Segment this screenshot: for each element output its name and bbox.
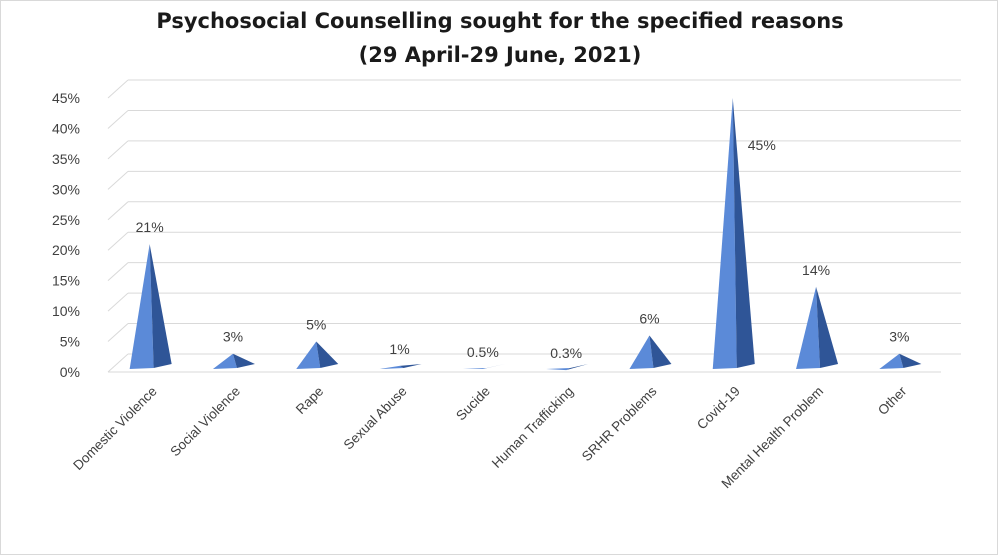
y-tick-label: 40% [52,120,80,136]
bar-face-right [399,364,422,368]
gridline-side [107,323,129,342]
bar-face-right [732,98,755,368]
gridline-side [107,140,129,160]
bar-face-right [232,353,255,368]
bar-face-right [899,353,922,368]
bar-face-left [712,98,737,369]
data-label: 14% [802,262,830,278]
chart-title: Psychosocial Counselling sought for the … [156,9,844,33]
gridline-side [107,231,129,251]
data-label: 5% [306,317,326,333]
bar [129,244,172,369]
y-tick-label: 15% [52,273,80,289]
category-label: Domestic Violence [70,384,159,473]
chart-subtitle: (29 April-29 June, 2021) [358,43,642,67]
y-tick-label: 30% [52,181,80,197]
bar-face-left [462,368,487,369]
category-label: Other [875,383,910,418]
y-tick-label: 5% [60,334,80,350]
category-label: Social Violence [167,384,243,460]
bar [296,341,339,369]
bar [879,353,922,369]
category-label: Sexual Abuse [341,384,410,453]
bar-face-right [316,341,339,368]
bar [796,286,839,369]
y-tick-label: 0% [60,364,80,380]
bar-face-left [629,335,654,369]
category-label: SRHR Problems [579,383,660,464]
bar-face-right [566,364,589,371]
bar-face-left [129,244,154,369]
gridline-side [107,170,129,190]
bar-face-left [546,368,571,371]
bar [212,353,255,369]
category-label: Rape [293,384,326,417]
y-tick-label: 25% [52,212,80,228]
data-label: 3% [223,329,243,345]
y-tick-label: 10% [52,303,80,319]
category-label: Sucide [453,384,493,424]
bar [379,364,422,369]
bar-face-right [649,335,672,368]
data-label: 21% [136,219,164,235]
data-label: 45% [748,137,776,153]
gridline-side [107,353,129,373]
bar-face-left [379,365,404,369]
bar-face-right [149,244,172,368]
gridline-side [107,201,129,221]
data-label: 6% [639,310,659,326]
bar [546,364,589,371]
data-label: 1% [389,341,409,357]
gridline-side [107,110,129,129]
bar-face-right [816,286,839,368]
bar [629,335,672,369]
gridline-side [107,292,129,312]
gridline-side [107,262,129,282]
bar-face-right [482,364,505,369]
data-label: 0.5% [467,344,499,360]
y-tick-label: 20% [52,242,80,258]
bar-face-left [296,341,321,369]
bar-face-left [212,353,237,369]
bar [462,364,505,369]
data-label: 3% [889,329,909,345]
category-label: Covid-19 [694,384,743,433]
data-label: 0.3% [550,345,582,361]
bar-face-left [879,353,904,369]
gridline-side [107,79,129,99]
y-tick-label: 45% [52,90,80,106]
bar [712,98,755,369]
y-tick-label: 35% [52,151,80,167]
category-label: Human Trafficking [489,384,576,471]
bar-face-left [796,286,821,369]
